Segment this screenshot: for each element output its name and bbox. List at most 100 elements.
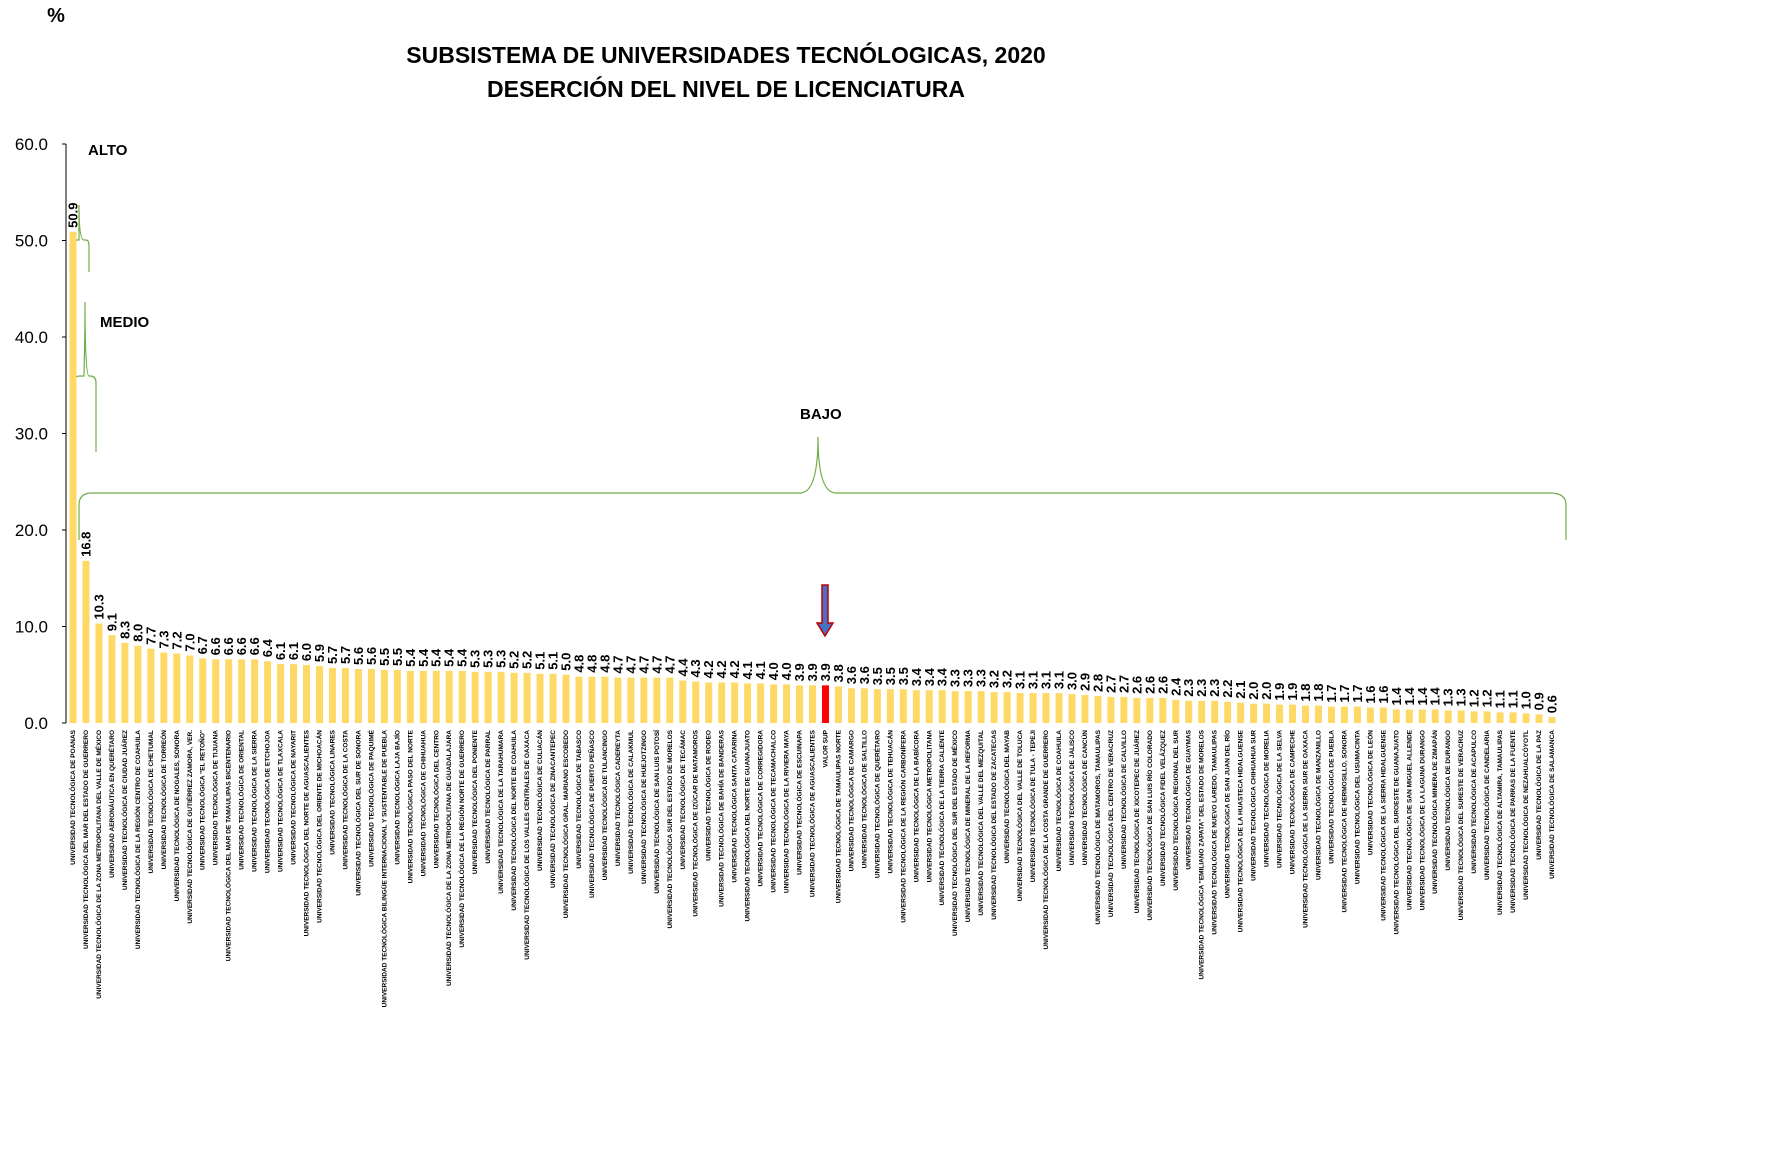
- bar: [536, 673, 544, 723]
- data-label: 4.7: [636, 656, 651, 674]
- bar: [1094, 695, 1102, 723]
- data-label: 7.0: [182, 633, 197, 651]
- data-label: 5.4: [429, 648, 444, 667]
- bar: [601, 676, 609, 723]
- bar: [640, 677, 648, 723]
- y-tick-label: 10.0: [15, 618, 48, 637]
- bar: [1276, 704, 1284, 723]
- data-label: 1.7: [1324, 685, 1339, 703]
- x-tick-label: UNIVERSIDAD TECNOLÓGICA DEL CENTRO DE VE…: [1106, 730, 1115, 917]
- x-tick-label: UNIVERSIDAD TECNOLÓGICA DEL SURESTE DE V…: [1456, 730, 1465, 920]
- data-label: 7.3: [156, 630, 171, 648]
- x-tick-label: UNIVERSIDAD TECNOLÓGICA DE GUAYMAS: [1184, 729, 1193, 869]
- x-tick-label: UNIVERSIDAD TECNOLÓGICA DE NUEVO LAREDO,…: [1210, 729, 1219, 934]
- data-label: 1.2: [1480, 689, 1495, 707]
- x-tick-label: UNIVERSIDAD TECNOLÓGICA DE IZÚCAR DE MAT…: [691, 729, 700, 916]
- bar: [847, 688, 855, 723]
- bar: [432, 670, 440, 723]
- brace-bajo: [78, 436, 1567, 540]
- x-tick-label: UNIVERSIDAD TECNOLÓGICA "EMILIANO ZAPATA…: [1197, 729, 1206, 979]
- bar: [796, 685, 804, 723]
- bar: [121, 642, 129, 723]
- x-tick-label: UNIVERSIDAD TECNOLÓGICA DE MINERAL DE LA…: [963, 730, 972, 923]
- bar: [1263, 703, 1271, 723]
- data-label: 2.6: [1155, 676, 1170, 694]
- x-tick-label: UNIVERSIDAD TECNOLÓGICA DE TABASCO: [574, 730, 583, 869]
- x-tick-label: UNIVERSIDAD TECNOLÓGICA DEL NORTE DE COA…: [509, 730, 518, 911]
- x-tick-label: UNIVERSIDAD TECNOLÓGICA DE CANDELARIA: [1482, 730, 1491, 880]
- x-tick-label: UNIVERSIDAD TECNOLÓGICA DE NOGALES, SONO…: [172, 730, 181, 902]
- data-label: 1.0: [1519, 691, 1534, 709]
- x-tick-label: UNIVERSIDAD TECNOLÓGICA DEL SUR DE SONOR…: [353, 730, 362, 896]
- x-tick-label: UNIVERSIDAD TECNOLÓGICA DE BAHÍA DE BAND…: [717, 729, 726, 906]
- x-tick-label: UNIVERSIDAD TECNOLÓGICA DEL PONIENTE: [470, 729, 479, 874]
- annotation-alto: ALTO: [88, 142, 128, 159]
- bar: [316, 666, 323, 723]
- x-tick-label: UNIVERSIDAD TECNOLÓGICA DE LA SIERRA HID…: [1378, 729, 1387, 920]
- bar: [225, 659, 233, 723]
- x-tick-label: UNIVERSIDAD TECNOLÓGICA DE SAN MIGUEL AL…: [1404, 729, 1413, 910]
- data-label: 5.4: [442, 648, 457, 667]
- x-tick-label: UNIVERSIDAD TECNOLÓGICA DEL NORTE DE GUA…: [743, 730, 752, 922]
- x-tick-label: UNIVERSIDAD TECNOLÓGICA DEL MAR DE TAMAU…: [224, 730, 233, 961]
- bar: [1224, 701, 1232, 723]
- bar: [69, 231, 77, 723]
- bar: [1548, 717, 1556, 723]
- data-label: 5.7: [338, 646, 353, 664]
- x-tick-label: UNIVERSIDAD TECNOLÓGICA DEL ORIENTE DE M…: [315, 730, 324, 923]
- data-label: 1.4: [1415, 687, 1430, 706]
- bar: [212, 659, 220, 723]
- bar: [1496, 712, 1504, 723]
- x-tick-label: UNIVERSIDAD TECNOLÓGICA DE TULANCINGO: [600, 730, 609, 880]
- bar: [1237, 702, 1245, 723]
- bar: [770, 684, 778, 723]
- x-tick-label: UNIVERSIDAD TECNOLÓGICA DE LA PAZ: [1534, 730, 1543, 860]
- bar: [1042, 693, 1050, 723]
- data-label: 3.1: [1039, 671, 1054, 689]
- data-label: 3.1: [1026, 671, 1041, 689]
- data-label: 2.9: [1077, 673, 1092, 691]
- x-tick-label: UNIVERSIDAD TECNOLÓGICA CHIHUAHUA SUR: [1249, 730, 1258, 881]
- bar: [1198, 700, 1206, 723]
- x-tick-label: UNIVERSIDAD TECNOLÓGICA DEL USUMACINTA: [1352, 730, 1361, 884]
- x-tick-label: UNIVERSIDAD TECNOLÓGICA DE LEÓN: [1365, 730, 1374, 855]
- bar: [147, 648, 155, 723]
- bar: [108, 635, 116, 723]
- chart-title: SUBSISTEMA DE UNIVERSIDADES TECNÓLOGICAS…: [406, 41, 1045, 68]
- pointer-arrow: [815, 584, 835, 638]
- bar: [290, 664, 298, 723]
- data-label: 2.6: [1142, 676, 1157, 694]
- x-tick-label: VALOR SUP: [822, 729, 829, 767]
- bar: [1431, 709, 1439, 723]
- bar: [925, 690, 933, 723]
- bar: [1055, 693, 1063, 723]
- bar: [328, 667, 336, 723]
- bar: [251, 659, 259, 723]
- x-tick-label: UNIVERSIDAD TECNOLÓGICA MINERA DE ZIMAPÁ…: [1430, 730, 1439, 894]
- data-label: 1.6: [1363, 685, 1378, 703]
- x-tick-label: UNIVERSIDAD TECNOLÓGICA DE TEHUACÁN: [885, 730, 894, 874]
- bar: [484, 671, 492, 723]
- data-label: 4.1: [753, 661, 768, 679]
- bar: [821, 685, 829, 723]
- x-tick-label: UNIVERSIDAD TECNOLÓGICA DE TLAXCALA: [276, 730, 285, 872]
- data-label: 2.3: [1194, 679, 1209, 697]
- data-label: 5.1: [546, 652, 561, 670]
- bar: [757, 683, 765, 723]
- bar: [1250, 703, 1258, 723]
- data-label: 3.5: [896, 667, 911, 685]
- bar: [277, 664, 285, 723]
- bar: [341, 667, 349, 723]
- bar: [899, 689, 907, 723]
- x-tick-label: UNIVERSIDAD TECNOLÓGICA PASO DEL NORTE: [405, 729, 414, 883]
- data-label: 5.5: [377, 648, 392, 666]
- x-tick-label: UNIVERSIDAD TECNOLÓGICA DE CORREGIDORA: [756, 730, 765, 887]
- x-tick-label: UNIVERSIDAD TECNOLÓGICA DE PUEBLA: [1326, 730, 1335, 864]
- bar: [990, 692, 998, 723]
- data-label: 2.7: [1116, 675, 1131, 693]
- data-label: 5.4: [403, 648, 418, 667]
- x-tick-label: UNIVERSIDAD TECNOLÓGICA DE CIUDAD JUÁREZ: [120, 730, 129, 890]
- bar: [912, 690, 920, 723]
